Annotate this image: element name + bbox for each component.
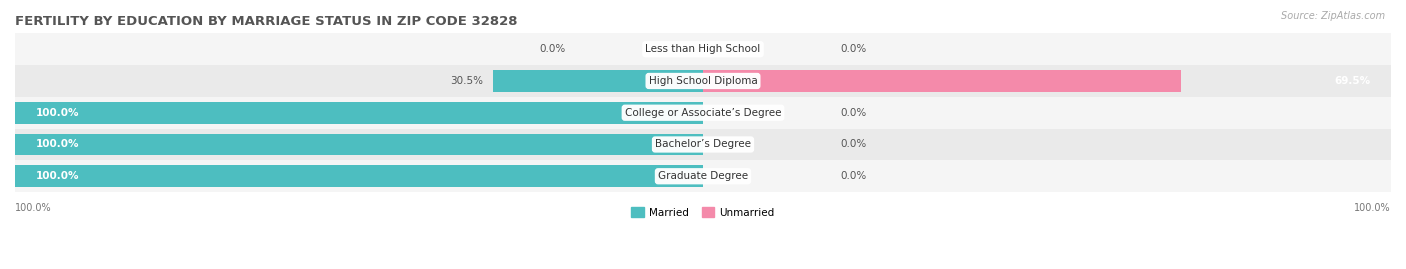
Text: 100.0%: 100.0% <box>15 203 52 213</box>
Text: 0.0%: 0.0% <box>841 171 868 181</box>
Text: 0.0%: 0.0% <box>841 108 868 118</box>
Bar <box>494 70 703 92</box>
Legend: Married, Unmarried: Married, Unmarried <box>627 203 779 222</box>
Bar <box>15 65 1391 97</box>
Text: Bachelor’s Degree: Bachelor’s Degree <box>655 140 751 150</box>
Text: 0.0%: 0.0% <box>538 44 565 54</box>
Bar <box>15 102 703 123</box>
Text: 0.0%: 0.0% <box>841 140 868 150</box>
Text: 69.5%: 69.5% <box>1334 76 1371 86</box>
Bar <box>15 129 1391 160</box>
Text: 100.0%: 100.0% <box>35 171 79 181</box>
Text: FERTILITY BY EDUCATION BY MARRIAGE STATUS IN ZIP CODE 32828: FERTILITY BY EDUCATION BY MARRIAGE STATU… <box>15 15 517 28</box>
Text: 100.0%: 100.0% <box>35 108 79 118</box>
Text: Graduate Degree: Graduate Degree <box>658 171 748 181</box>
Bar <box>15 97 1391 129</box>
Bar <box>15 160 1391 192</box>
Bar <box>15 134 703 155</box>
Bar <box>703 70 1181 92</box>
Bar <box>15 33 1391 65</box>
Text: 100.0%: 100.0% <box>35 140 79 150</box>
Text: Source: ZipAtlas.com: Source: ZipAtlas.com <box>1281 11 1385 21</box>
Text: 100.0%: 100.0% <box>1354 203 1391 213</box>
Text: Less than High School: Less than High School <box>645 44 761 54</box>
Text: College or Associate’s Degree: College or Associate’s Degree <box>624 108 782 118</box>
Text: High School Diploma: High School Diploma <box>648 76 758 86</box>
Bar <box>15 165 703 187</box>
Text: 0.0%: 0.0% <box>841 44 868 54</box>
Text: 30.5%: 30.5% <box>450 76 482 86</box>
